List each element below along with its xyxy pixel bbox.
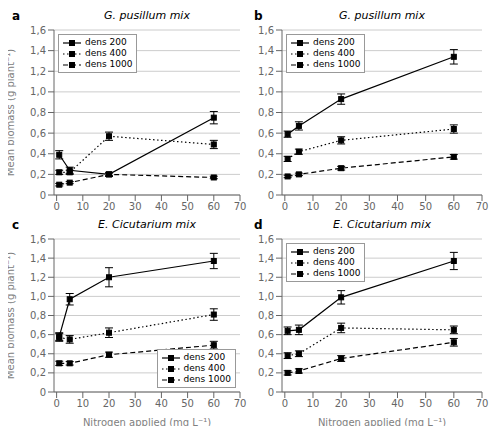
svg-text:1,2: 1,2 bbox=[30, 66, 46, 77]
html-text:dens 1000: dens 1000 bbox=[85, 59, 133, 69]
svg-text:40: 40 bbox=[391, 201, 404, 212]
svg-text:40: 40 bbox=[155, 201, 168, 212]
svg-text:0: 0 bbox=[268, 190, 274, 201]
svg-text:0,8: 0,8 bbox=[258, 310, 274, 321]
html-text:d: d bbox=[254, 218, 263, 232]
svg-text:1,4: 1,4 bbox=[30, 253, 46, 264]
svg-text:0,8: 0,8 bbox=[30, 310, 46, 321]
svg-text:0,4: 0,4 bbox=[258, 348, 274, 359]
html-text:dens 200: dens 200 bbox=[313, 37, 355, 47]
svg-text:70: 70 bbox=[234, 201, 247, 212]
svg-text:0,6: 0,6 bbox=[258, 128, 274, 139]
svg-text:1,2: 1,2 bbox=[258, 272, 274, 283]
svg-text:1,0: 1,0 bbox=[258, 86, 274, 97]
svg-text:Mean biomass (g plant⁻¹): Mean biomass (g plant⁻¹) bbox=[8, 252, 16, 379]
svg-text:Nitrogen applied (mg L⁻¹): Nitrogen applied (mg L⁻¹) bbox=[318, 417, 446, 426]
svg-text:1,6: 1,6 bbox=[258, 25, 274, 36]
html-text:dens 200: dens 200 bbox=[313, 246, 355, 256]
svg-text:10: 10 bbox=[307, 201, 320, 212]
svg-text:1,0: 1,0 bbox=[30, 291, 46, 302]
svg-text:0: 0 bbox=[282, 201, 288, 212]
html-text:dens 1000: dens 1000 bbox=[313, 59, 361, 69]
svg-text:30: 30 bbox=[363, 398, 376, 409]
html-text:a: a bbox=[12, 9, 21, 23]
html-text:dens 400: dens 400 bbox=[313, 48, 355, 58]
svg-text:40: 40 bbox=[391, 398, 404, 409]
svg-text:1,6: 1,6 bbox=[258, 234, 274, 245]
svg-text:30: 30 bbox=[363, 201, 376, 212]
svg-text:0,2: 0,2 bbox=[30, 367, 46, 378]
svg-text:0: 0 bbox=[53, 398, 59, 409]
svg-text:1,2: 1,2 bbox=[30, 272, 46, 283]
html-text:G. pusillum mix: G. pusillum mix bbox=[339, 9, 425, 22]
svg-text:0: 0 bbox=[282, 398, 288, 409]
svg-text:20: 20 bbox=[335, 201, 348, 212]
html-text:E. Cicutarium mix: E. Cicutarium mix bbox=[333, 218, 431, 231]
svg-text:50: 50 bbox=[419, 201, 432, 212]
svg-text:40: 40 bbox=[155, 398, 168, 409]
svg-text:50: 50 bbox=[181, 398, 194, 409]
svg-text:0,4: 0,4 bbox=[30, 148, 46, 159]
svg-text:1,6: 1,6 bbox=[30, 234, 46, 245]
svg-text:0,6: 0,6 bbox=[30, 128, 46, 139]
svg-text:Nitrogen applied (mg L⁻¹): Nitrogen applied (mg L⁻¹) bbox=[83, 417, 211, 426]
svg-text:0,2: 0,2 bbox=[30, 169, 46, 180]
html-text:G. pusillum mix: G. pusillum mix bbox=[104, 9, 190, 22]
svg-text:30: 30 bbox=[129, 201, 142, 212]
svg-text:0,6: 0,6 bbox=[258, 329, 274, 340]
svg-text:Mean biomass (g plant⁻¹): Mean biomass (g plant⁻¹) bbox=[8, 49, 16, 176]
svg-text:0,4: 0,4 bbox=[258, 148, 274, 159]
svg-text:10: 10 bbox=[76, 398, 89, 409]
html-text:dens 200: dens 200 bbox=[183, 352, 226, 362]
svg-text:1,0: 1,0 bbox=[258, 291, 274, 302]
svg-text:0: 0 bbox=[53, 201, 59, 212]
svg-text:50: 50 bbox=[419, 398, 432, 409]
svg-text:70: 70 bbox=[476, 398, 489, 409]
svg-text:10: 10 bbox=[76, 201, 89, 212]
svg-text:1,4: 1,4 bbox=[258, 45, 274, 56]
svg-text:0,6: 0,6 bbox=[30, 329, 46, 340]
html-text:dens 400: dens 400 bbox=[313, 257, 355, 267]
html-text:dens 1000: dens 1000 bbox=[313, 268, 361, 278]
svg-text:0,2: 0,2 bbox=[258, 169, 274, 180]
svg-text:0,8: 0,8 bbox=[258, 107, 274, 118]
svg-text:0: 0 bbox=[40, 190, 46, 201]
svg-text:30: 30 bbox=[129, 398, 142, 409]
html-text:dens 1000: dens 1000 bbox=[183, 374, 231, 384]
svg-text:60: 60 bbox=[447, 398, 460, 409]
svg-text:0: 0 bbox=[40, 387, 46, 398]
html-text:dens 400: dens 400 bbox=[183, 363, 226, 373]
svg-text:70: 70 bbox=[476, 201, 489, 212]
svg-text:0,8: 0,8 bbox=[30, 107, 46, 118]
svg-text:1,0: 1,0 bbox=[30, 86, 46, 97]
html-text:b: b bbox=[254, 9, 263, 23]
svg-text:60: 60 bbox=[207, 201, 220, 212]
svg-text:20: 20 bbox=[335, 398, 348, 409]
svg-text:70: 70 bbox=[234, 398, 247, 409]
html-text:E. Cicutarium mix: E. Cicutarium mix bbox=[98, 218, 196, 231]
svg-text:1,4: 1,4 bbox=[258, 253, 274, 264]
html-text:dens 200: dens 200 bbox=[85, 37, 127, 47]
svg-text:60: 60 bbox=[447, 201, 460, 212]
html-text:c: c bbox=[12, 218, 20, 232]
svg-text:50: 50 bbox=[181, 201, 194, 212]
svg-text:1,6: 1,6 bbox=[30, 25, 46, 36]
html-text:dens 400: dens 400 bbox=[85, 48, 127, 58]
svg-text:1,4: 1,4 bbox=[30, 45, 46, 56]
svg-text:20: 20 bbox=[103, 398, 116, 409]
svg-text:0: 0 bbox=[268, 387, 274, 398]
svg-text:0,4: 0,4 bbox=[30, 348, 46, 359]
svg-text:1,2: 1,2 bbox=[258, 66, 274, 77]
svg-text:0,2: 0,2 bbox=[258, 367, 274, 378]
svg-text:20: 20 bbox=[103, 201, 116, 212]
svg-text:10: 10 bbox=[307, 398, 320, 409]
svg-text:60: 60 bbox=[207, 398, 220, 409]
